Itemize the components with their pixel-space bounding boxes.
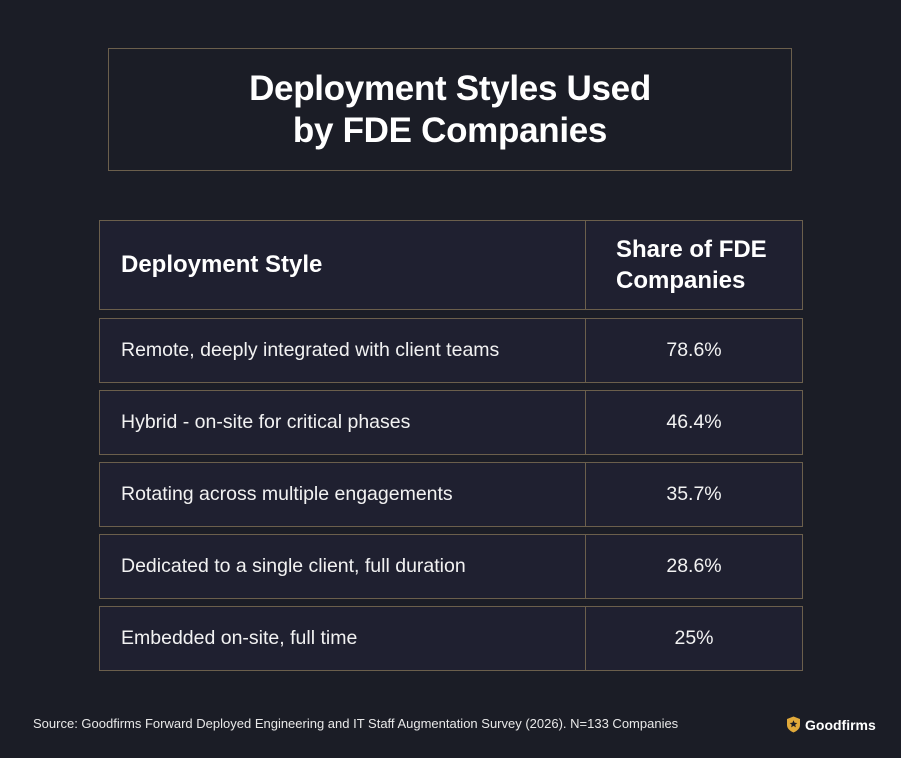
chart-title-line-2: by FDE Companies [292, 110, 608, 150]
brand-name: Goodfirms [805, 716, 876, 733]
table-row: Dedicated to a single client, full durat… [99, 534, 803, 599]
row-share-value: 28.6% [586, 534, 803, 599]
goodfirms-logo-icon [786, 716, 801, 733]
table-row: Hybrid - on-site for critical phases 46.… [99, 390, 803, 455]
header-share: Share of FDE Companies [586, 220, 803, 310]
row-share-value: 46.4% [586, 390, 803, 455]
row-style-label: Embedded on-site, full time [99, 606, 586, 671]
chart-title-box: Deployment Styles Used by FDE Companies [108, 48, 792, 171]
header-share-line-2: Companies [616, 267, 746, 294]
row-style-label: Hybrid - on-site for critical phases [99, 390, 586, 455]
row-share-value: 25% [586, 606, 803, 671]
row-share-value: 78.6% [586, 318, 803, 383]
table-row: Embedded on-site, full time 25% [99, 606, 803, 671]
row-style-label: Dedicated to a single client, full durat… [99, 534, 586, 599]
header-share-line-1: Share of FDE [616, 236, 767, 263]
table-row: Remote, deeply integrated with client te… [99, 318, 803, 383]
brand-logo: Goodfirms [786, 716, 876, 733]
source-note: Source: Goodfirms Forward Deployed Engin… [33, 716, 679, 731]
row-share-value: 35.7% [586, 462, 803, 527]
row-style-label: Remote, deeply integrated with client te… [99, 318, 586, 383]
header-deployment-style: Deployment Style [99, 220, 586, 310]
row-style-label: Rotating across multiple engagements [99, 462, 586, 527]
table-header-row: Deployment Style Share of FDE Companies [99, 220, 803, 310]
chart-title-line-1: Deployment Styles Used [249, 68, 651, 108]
table-row: Rotating across multiple engagements 35.… [99, 462, 803, 527]
